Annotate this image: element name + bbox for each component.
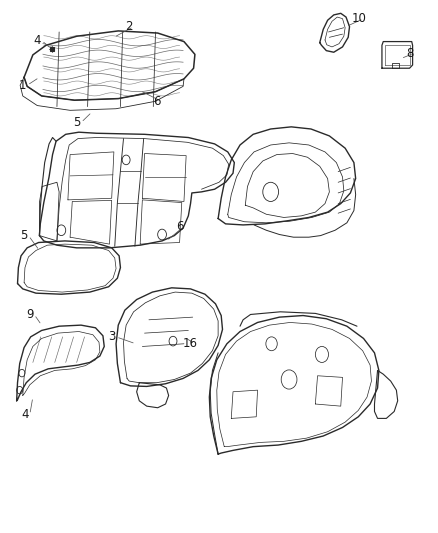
Text: 4: 4 [33,34,41,47]
Text: 6: 6 [153,95,161,108]
Text: 9: 9 [26,308,34,321]
Text: 2: 2 [125,20,133,33]
Text: 8: 8 [406,47,413,60]
Text: 3: 3 [108,330,115,343]
Text: 6: 6 [176,220,184,233]
Text: 5: 5 [21,229,28,242]
Text: 10: 10 [352,12,367,25]
Text: 1: 1 [19,79,27,92]
Text: 5: 5 [73,116,80,129]
Text: 16: 16 [183,337,198,350]
Text: 4: 4 [21,408,29,421]
